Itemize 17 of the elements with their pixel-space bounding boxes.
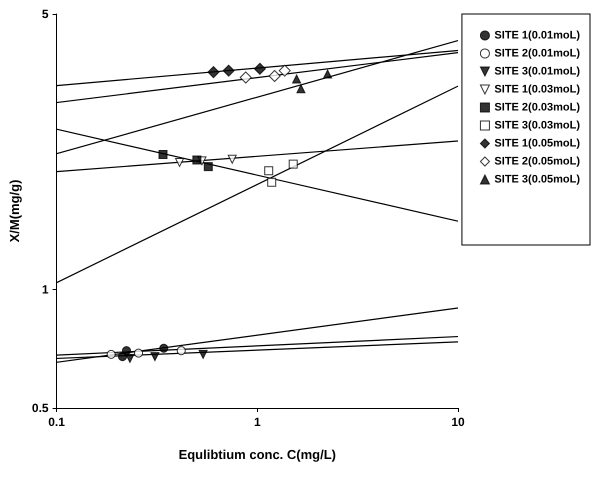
legend-label: SITE 3(0.05moL) [494,174,580,186]
legend-label: SITE 3(0.03moL) [494,120,580,132]
x-tick-label: 1 [254,415,261,429]
legend-label: SITE 1(0.05moL) [494,138,580,150]
legend-label: SITE 1(0.01moL) [494,30,580,42]
legend-label: SITE 2(0.05moL) [494,156,580,168]
legend-label: SITE 1(0.03moL) [494,84,580,96]
legend-label: SITE 2(0.01moL) [494,48,580,60]
x-axis-title: Equlibtium conc. C(mg/L) [178,447,336,462]
y-tick-label: 1 [42,282,49,296]
y-axis-title: X/M(mg/g) [7,180,22,242]
y-tick-label: 5 [42,7,49,21]
legend-label: SITE 2(0.03moL) [494,102,580,114]
y-tick-label: 0.5 [32,401,49,415]
x-tick-label: 0.1 [48,415,66,429]
x-tick-label: 10 [451,415,465,429]
legend-label: SITE 3(0.01moL) [494,66,580,78]
